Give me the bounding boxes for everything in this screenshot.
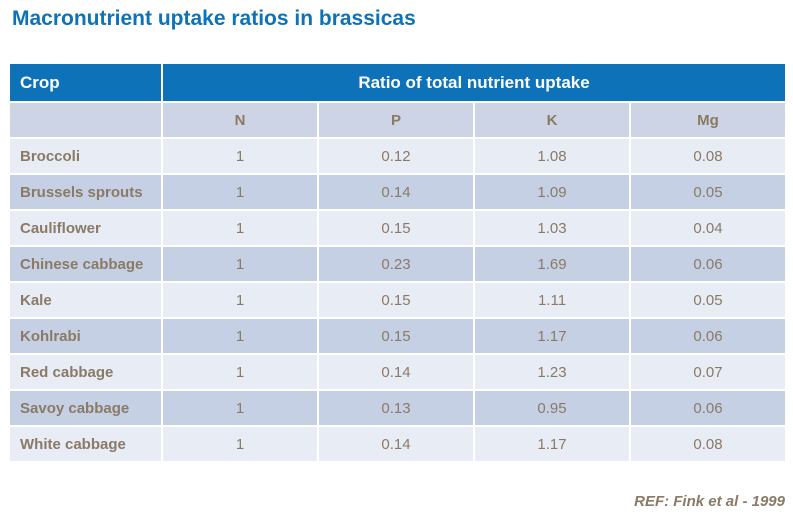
value-cell-k: 0.95 bbox=[473, 389, 631, 427]
crop-name-cell: Chinese cabbage bbox=[8, 245, 163, 283]
crop-name-cell: Kohlrabi bbox=[8, 317, 163, 355]
value-cell-mg: 0.08 bbox=[628, 137, 788, 175]
reference-citation: REF: Fink et al - 1999 bbox=[634, 493, 785, 510]
value-cell-n: 1 bbox=[161, 317, 319, 355]
column-header-n: N bbox=[161, 101, 319, 139]
value-cell-mg: 0.06 bbox=[628, 389, 788, 427]
value-cell-k: 1.03 bbox=[473, 209, 631, 247]
table-row: Savoy cabbage 1 0.13 0.95 0.06 bbox=[8, 389, 788, 427]
crop-name-cell: Kale bbox=[8, 281, 163, 319]
crop-name-cell: Savoy cabbage bbox=[8, 389, 163, 427]
value-cell-p: 0.13 bbox=[317, 389, 475, 427]
crop-column-header: Crop bbox=[8, 62, 163, 103]
value-cell-mg: 0.08 bbox=[628, 425, 788, 463]
table-row: Broccoli 1 0.12 1.08 0.08 bbox=[8, 137, 788, 175]
value-cell-mg: 0.06 bbox=[628, 245, 788, 283]
value-cell-mg: 0.06 bbox=[628, 317, 788, 355]
value-cell-mg: 0.05 bbox=[628, 173, 788, 211]
crop-name-cell: Red cabbage bbox=[8, 353, 163, 391]
value-cell-p: 0.12 bbox=[317, 137, 475, 175]
value-cell-p: 0.15 bbox=[317, 281, 475, 319]
value-cell-n: 1 bbox=[161, 137, 319, 175]
value-cell-mg: 0.07 bbox=[628, 353, 788, 391]
column-header-k: K bbox=[473, 101, 631, 139]
value-cell-n: 1 bbox=[161, 173, 319, 211]
crop-name-cell: White cabbage bbox=[8, 425, 163, 463]
nutrient-uptake-table: Crop Ratio of total nutrient uptake N P … bbox=[8, 62, 788, 463]
column-header-p: P bbox=[317, 101, 475, 139]
value-cell-n: 1 bbox=[161, 209, 319, 247]
table-subheader-row: N P K Mg bbox=[8, 101, 788, 139]
crop-name-cell: Broccoli bbox=[8, 137, 163, 175]
table-row: Kohlrabi 1 0.15 1.17 0.06 bbox=[8, 317, 788, 355]
value-cell-p: 0.14 bbox=[317, 173, 475, 211]
value-cell-n: 1 bbox=[161, 245, 319, 283]
table-row: Cauliflower 1 0.15 1.03 0.04 bbox=[8, 209, 788, 247]
table-row: White cabbage 1 0.14 1.17 0.08 bbox=[8, 425, 788, 463]
value-cell-mg: 0.04 bbox=[628, 209, 788, 247]
crop-name-cell: Brussels sprouts bbox=[8, 173, 163, 211]
value-cell-k: 1.23 bbox=[473, 353, 631, 391]
value-cell-n: 1 bbox=[161, 425, 319, 463]
value-cell-p: 0.15 bbox=[317, 317, 475, 355]
table-row: Chinese cabbage 1 0.23 1.69 0.06 bbox=[8, 245, 788, 283]
value-cell-k: 1.08 bbox=[473, 137, 631, 175]
value-cell-n: 1 bbox=[161, 389, 319, 427]
value-cell-p: 0.14 bbox=[317, 353, 475, 391]
table-row: Kale 1 0.15 1.11 0.05 bbox=[8, 281, 788, 319]
table-header-row: Crop Ratio of total nutrient uptake bbox=[8, 62, 788, 103]
column-header-mg: Mg bbox=[628, 101, 788, 139]
crop-name-cell: Cauliflower bbox=[8, 209, 163, 247]
value-cell-mg: 0.05 bbox=[628, 281, 788, 319]
table-row: Red cabbage 1 0.14 1.23 0.07 bbox=[8, 353, 788, 391]
value-cell-k: 1.09 bbox=[473, 173, 631, 211]
table-row: Brussels sprouts 1 0.14 1.09 0.05 bbox=[8, 173, 788, 211]
value-cell-k: 1.11 bbox=[473, 281, 631, 319]
nutrient-group-header: Ratio of total nutrient uptake bbox=[160, 62, 788, 103]
value-cell-n: 1 bbox=[161, 353, 319, 391]
value-cell-p: 0.14 bbox=[317, 425, 475, 463]
value-cell-n: 1 bbox=[161, 281, 319, 319]
value-cell-p: 0.23 bbox=[317, 245, 475, 283]
value-cell-k: 1.69 bbox=[473, 245, 631, 283]
value-cell-k: 1.17 bbox=[473, 425, 631, 463]
value-cell-p: 0.15 bbox=[317, 209, 475, 247]
empty-corner-cell bbox=[8, 101, 163, 139]
page-title: Macronutrient uptake ratios in brassicas bbox=[12, 7, 416, 30]
value-cell-k: 1.17 bbox=[473, 317, 631, 355]
